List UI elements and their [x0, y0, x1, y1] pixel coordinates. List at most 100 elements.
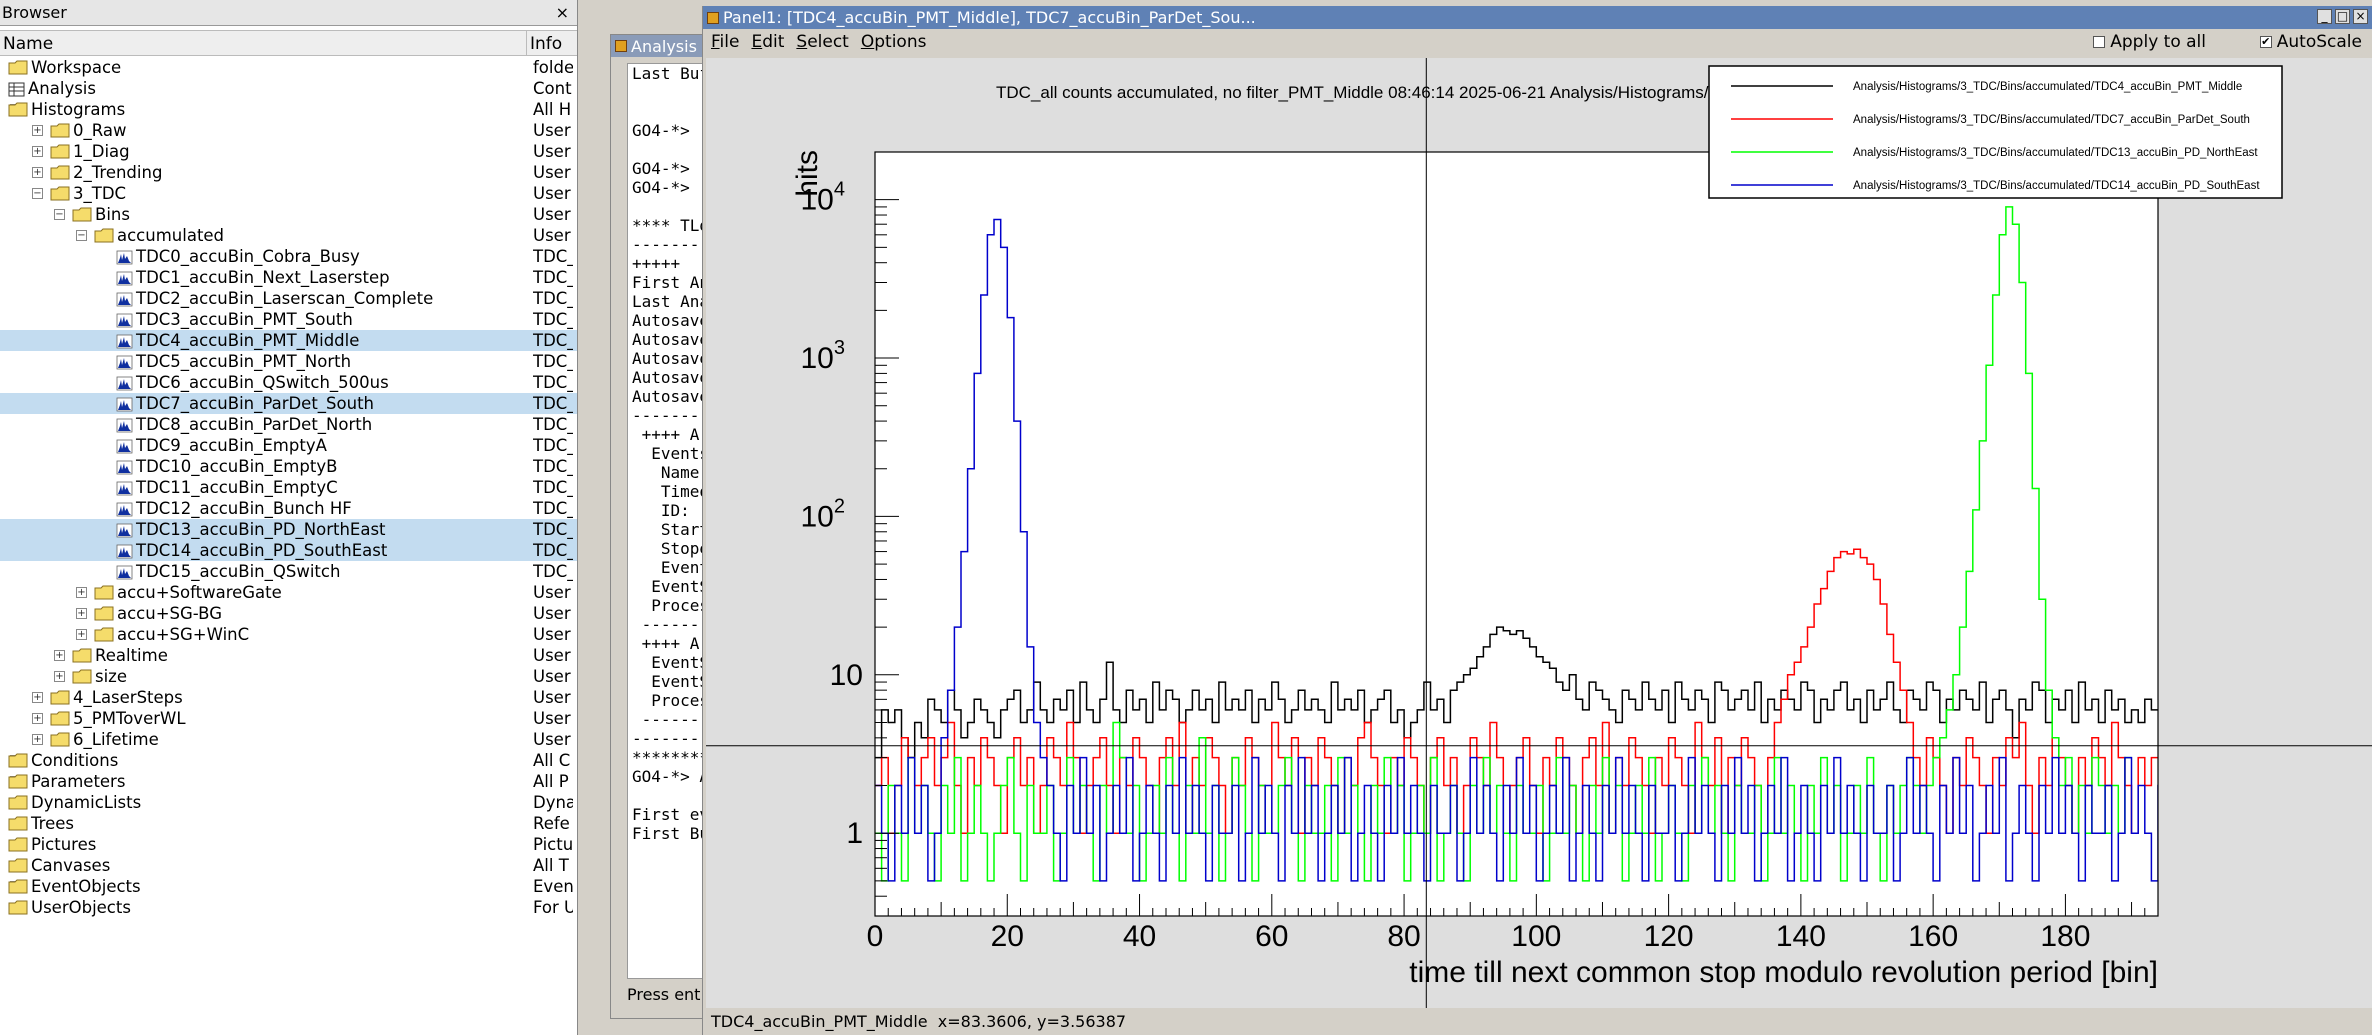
y-tick-label: 102	[801, 495, 846, 533]
expand-icon[interactable]: +	[32, 713, 43, 724]
tree-row[interactable]: + Realtime User	[0, 645, 577, 666]
tree-row[interactable]: TDC14_accuBin_PD_SouthEast TDC_	[0, 540, 577, 561]
folder-icon	[8, 102, 28, 117]
tree-row[interactable]: Trees Refe	[0, 813, 577, 834]
folder-icon	[50, 186, 70, 201]
tree-row[interactable]: TDC2_accuBin_Laserscan_Complete TDC_	[0, 288, 577, 309]
x-tick-label: 40	[1123, 920, 1156, 953]
tree-row-info: User	[533, 604, 571, 623]
folder-icon	[94, 585, 114, 600]
tree-row[interactable]: Workspace folde	[0, 57, 577, 78]
tree-row[interactable]: TDC5_accuBin_PMT_North TDC_	[0, 351, 577, 372]
tree-row[interactable]: Pictures Pictu	[0, 834, 577, 855]
minimize-icon[interactable]: _	[2317, 9, 2332, 24]
tree-row[interactable]: + accu+SoftwareGate User	[0, 582, 577, 603]
tree-row-info: TDC_	[533, 268, 573, 287]
tree-row[interactable]: TDC7_accuBin_ParDet_South TDC_	[0, 393, 577, 414]
tree-row[interactable]: UserObjects For U	[0, 897, 577, 918]
histogram-icon	[116, 375, 133, 391]
autoscale-checkbox[interactable]: ✔ AutoScale	[2259, 32, 2362, 52]
expand-icon[interactable]: +	[76, 608, 87, 619]
histogram-plot[interactable]: 0 20 40 60 80 100 120 140 160 180 1 10 102 103 104 time…	[706, 58, 2372, 1008]
expand-icon[interactable]: +	[32, 167, 43, 178]
tree-row[interactable]: +6_Lifetime User	[0, 729, 577, 750]
column-header-name[interactable]: Name	[0, 31, 527, 55]
menubar: File Edit Select Options Apply to all ✔ A…	[703, 29, 2372, 55]
tree-row[interactable]: +1_Diag User	[0, 141, 577, 162]
tree-row-label: TDC10_accuBin_EmptyB	[136, 457, 338, 476]
tree-row[interactable]: TDC15_accuBin_QSwitch TDC_	[0, 561, 577, 582]
expand-icon[interactable]: +	[76, 587, 87, 598]
maximize-icon[interactable]: □	[2335, 9, 2350, 24]
expand-icon[interactable]: +	[76, 629, 87, 640]
tree-row[interactable]: TDC1_accuBin_Next_Laserstep TDC_	[0, 267, 577, 288]
checkbox-box[interactable]	[2093, 36, 2106, 48]
folder-icon	[8, 816, 28, 831]
expand-icon[interactable]: +	[32, 125, 43, 136]
tree-row-info: User	[533, 688, 571, 707]
tree-row-label: size	[95, 667, 127, 686]
tree-row-label: accu+SG+WinC	[117, 625, 250, 644]
tree-row-info: folde	[533, 58, 573, 77]
expand-icon[interactable]: +	[32, 146, 43, 157]
tree-row-info: Refe	[533, 814, 570, 833]
tree-row[interactable]: + accu+SG-BG User	[0, 603, 577, 624]
tree-row[interactable]: Analysis Cont	[0, 78, 577, 99]
tree-row[interactable]: TDC12_accuBin_Bunch HF TDC_	[0, 498, 577, 519]
menu-options[interactable]: Options	[860, 32, 927, 52]
tree-row-label: UserObjects	[31, 898, 131, 917]
apply-to-all-checkbox[interactable]: Apply to all	[2093, 32, 2206, 52]
folder-icon	[8, 774, 28, 789]
panel-titlebar[interactable]: Panel1: [TDC4_accuBin_PMT_Middle], TDC7_…	[703, 6, 2372, 29]
tree-row[interactable]: +0_Raw User	[0, 120, 577, 141]
tree-row[interactable]: − Bins User	[0, 204, 577, 225]
expand-icon[interactable]: +	[54, 650, 65, 661]
tree-row[interactable]: − 3_TDC User	[0, 183, 577, 204]
tree-row[interactable]: TDC8_accuBin_ParDet_North TDC_	[0, 414, 577, 435]
folder-icon	[50, 123, 70, 138]
tree-row[interactable]: TDC9_accuBin_EmptyA TDC_	[0, 435, 577, 456]
expand-icon[interactable]: +	[54, 671, 65, 682]
tree-row[interactable]: TDC6_accuBin_QSwitch_500us TDC_	[0, 372, 577, 393]
tree-row[interactable]: TDC3_accuBin_PMT_South TDC_	[0, 309, 577, 330]
close-icon[interactable]: ×	[555, 3, 569, 22]
tree-row[interactable]: Canvases All T	[0, 855, 577, 876]
menu-select[interactable]: Select	[796, 32, 849, 52]
menu-file[interactable]: File	[711, 32, 740, 52]
analysis-titlebar[interactable]: Analysis	[611, 35, 719, 57]
panel-window: Panel1: [TDC4_accuBin_PMT_Middle], TDC7_…	[702, 6, 2372, 1035]
tree-row[interactable]: + accu+SG+WinC User	[0, 624, 577, 645]
checkbox-checked[interactable]: ✔	[2259, 35, 2272, 48]
tree-row[interactable]: TDC11_accuBin_EmptyC TDC_	[0, 477, 577, 498]
tree-row[interactable]: TDC10_accuBin_EmptyB TDC_	[0, 456, 577, 477]
collapse-icon[interactable]: −	[54, 209, 65, 220]
analysis-command-hint: Press ent	[627, 985, 701, 1004]
tree-row[interactable]: +2_Trending User	[0, 162, 577, 183]
expand-icon[interactable]: +	[32, 692, 43, 703]
tree-row[interactable]: − accumulated User	[0, 225, 577, 246]
tree-row-info: TDC_	[533, 331, 573, 350]
tree-row[interactable]: TDC4_accuBin_PMT_Middle TDC_	[0, 330, 577, 351]
expand-icon[interactable]: +	[32, 734, 43, 745]
tree-row[interactable]: + size User	[0, 666, 577, 687]
legend-entry: Analysis/Histograms/3_TDC/Bins/accumulat…	[1853, 81, 2242, 93]
tree-row-info: TDC_	[533, 457, 573, 476]
column-header-info[interactable]: Info	[530, 34, 563, 54]
collapse-icon[interactable]: −	[76, 230, 87, 241]
folder-icon	[94, 228, 114, 243]
tree-row[interactable]: TDC0_accuBin_Cobra_Busy TDC_	[0, 246, 577, 267]
menu-edit[interactable]: Edit	[751, 32, 785, 52]
tree-row[interactable]: +4_LaserSteps User	[0, 687, 577, 708]
plot-header-text: TDC_all counts accumulated, no filter_PM…	[996, 83, 1728, 102]
tree-row[interactable]: DynamicLists Dyna	[0, 792, 577, 813]
tree-row-info: TDC_	[533, 436, 573, 455]
tree-row[interactable]: TDC13_accuBin_PD_NorthEast TDC_	[0, 519, 577, 540]
collapse-icon[interactable]: −	[32, 188, 43, 199]
tree-row[interactable]: +5_PMToverWL User	[0, 708, 577, 729]
histogram-canvas[interactable]: 0 20 40 60 80 100 120 140 160 180 1 10 102 103 104 time…	[706, 58, 2372, 1008]
close-icon[interactable]: ×	[2353, 9, 2368, 24]
